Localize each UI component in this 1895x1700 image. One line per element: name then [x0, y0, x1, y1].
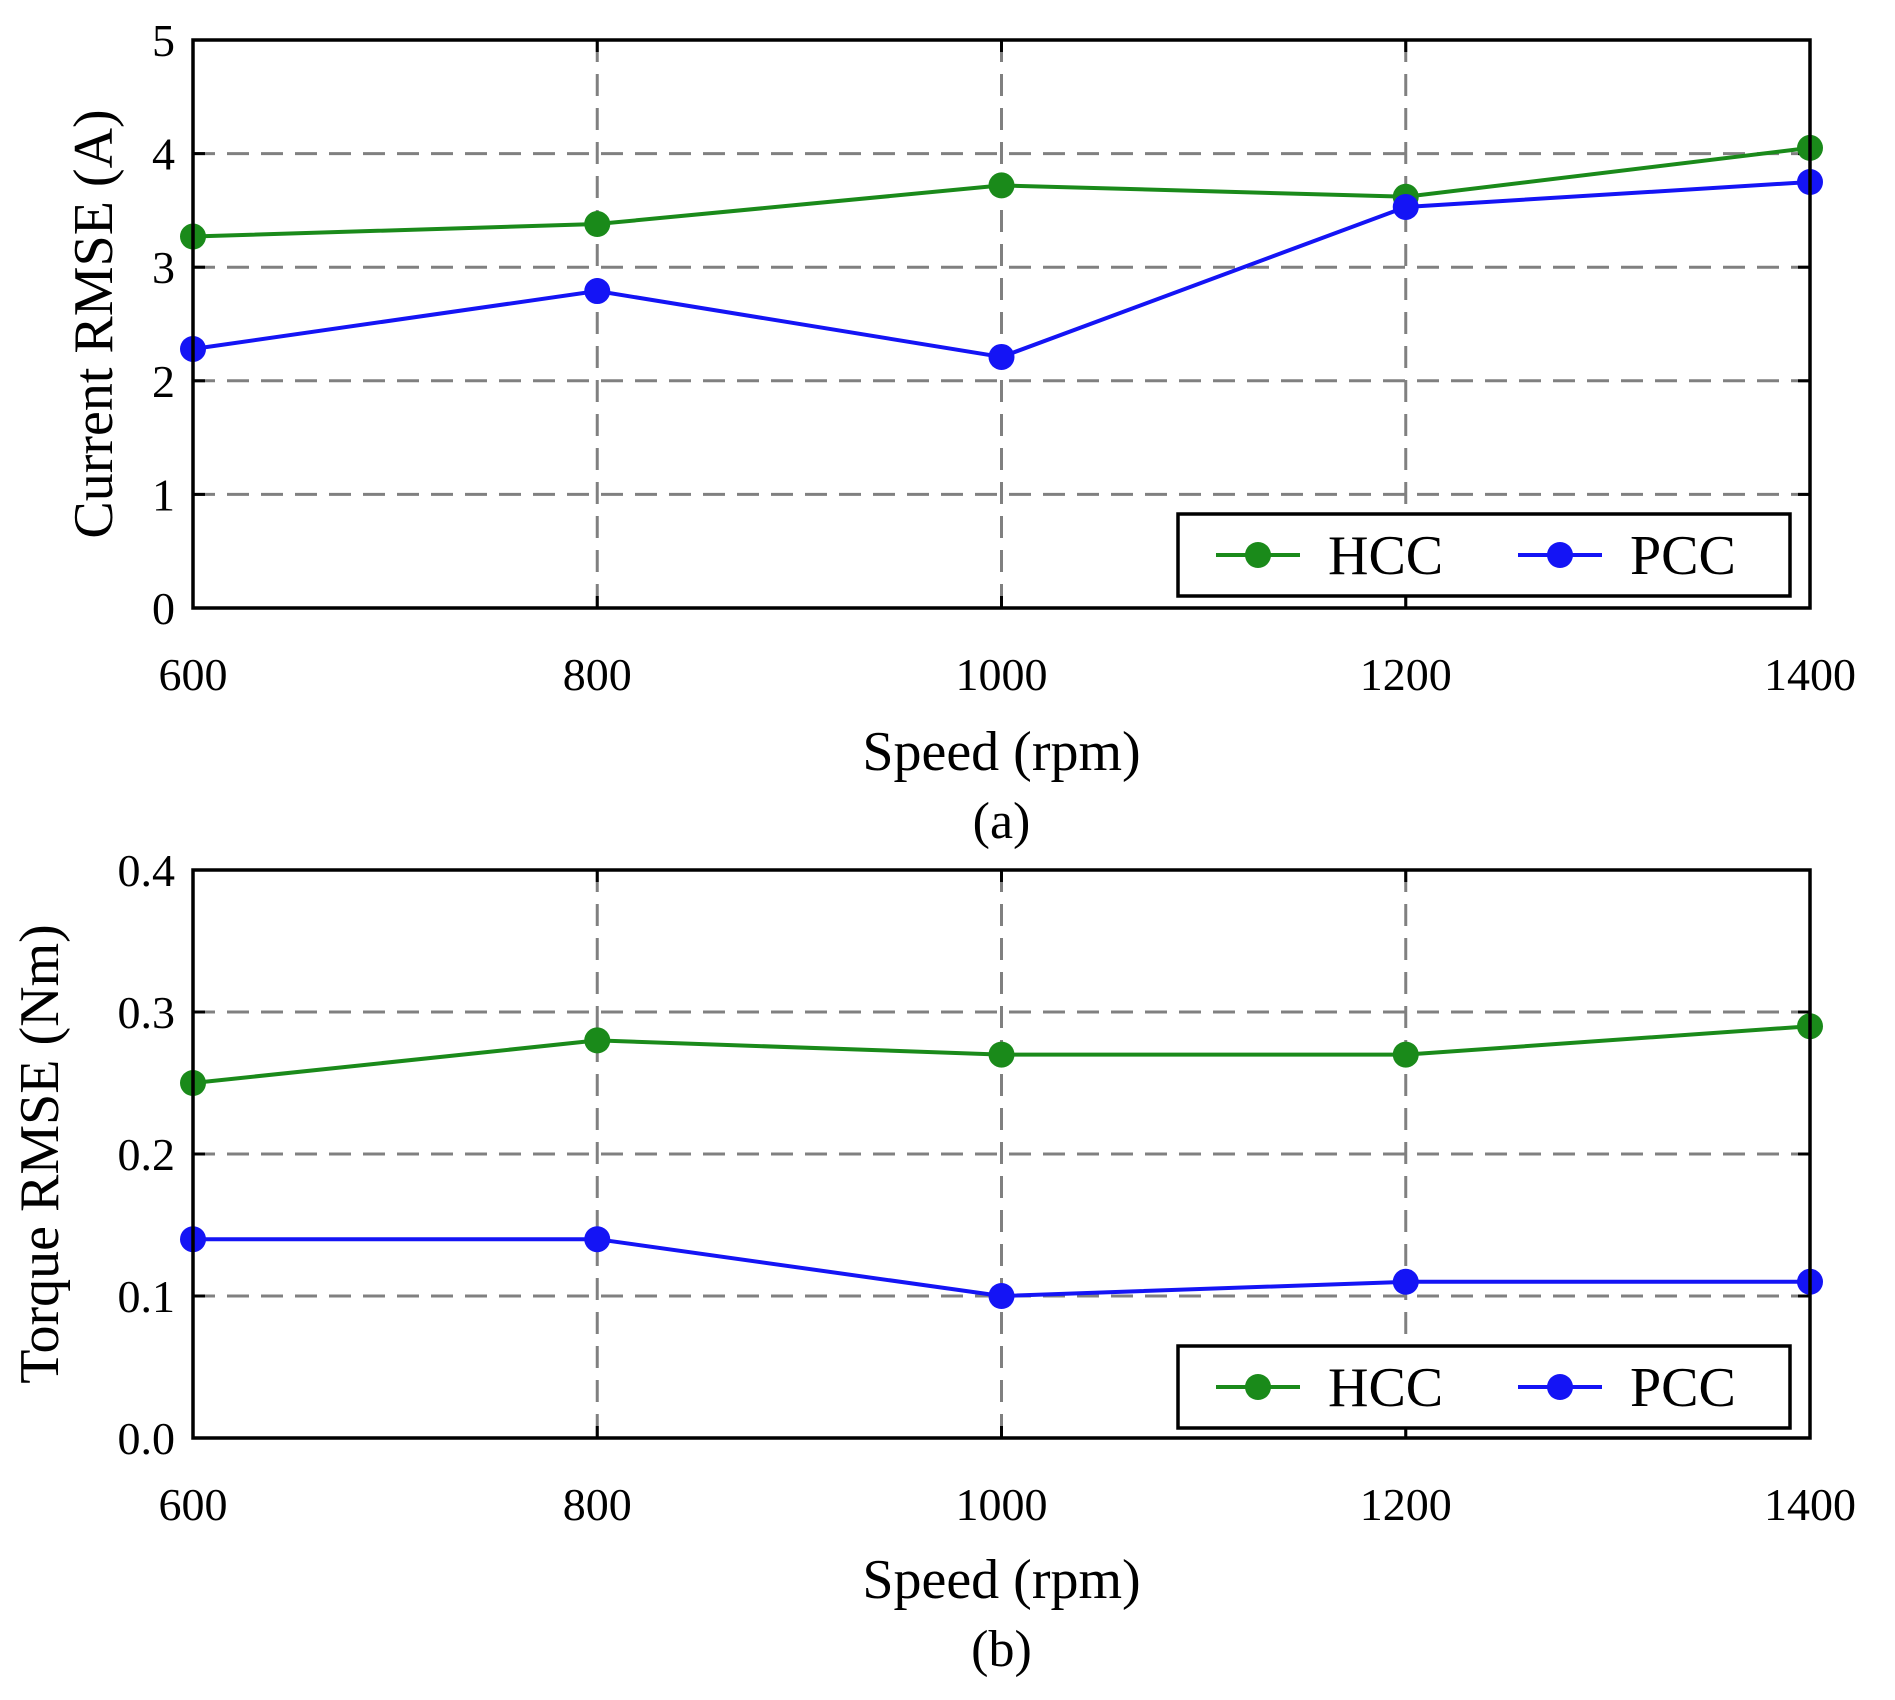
legend-label-hcc: HCC — [1328, 525, 1443, 587]
y-tick-label: 4 — [152, 129, 175, 180]
legend-swatch-marker-hcc — [1245, 542, 1271, 568]
y-tick-label: 0.2 — [118, 1129, 176, 1180]
x-tick-label: 800 — [563, 1479, 632, 1530]
panel-label: (a) — [973, 793, 1031, 850]
data-point-pcc — [1392, 193, 1419, 220]
x-tick-label: 1400 — [1764, 649, 1856, 700]
y-tick-label: 0.3 — [118, 987, 176, 1038]
x-tick-label: 600 — [159, 649, 228, 700]
chart-panel-b: 600 800 1000 1200 1400 0.0 0.1 0.2 0.3 0.4 Speed (… — [9, 845, 1856, 1678]
panel-label: (b) — [971, 1621, 1032, 1678]
y-tick-label: 2 — [152, 356, 175, 407]
data-point-pcc — [988, 343, 1015, 370]
plot-frame — [191, 868, 1812, 1440]
data-point-hcc — [988, 172, 1015, 199]
y-axis-label: Current RMSE (A) — [63, 109, 125, 538]
data-point-hcc — [584, 211, 611, 238]
y-tick-label: 0 — [152, 583, 175, 634]
data-point-hcc — [1392, 1041, 1419, 1068]
y-tick-label: 5 — [152, 15, 175, 66]
legend-swatch-marker-pcc — [1547, 1374, 1573, 1400]
data-point-hcc — [584, 1027, 611, 1054]
data-point-pcc — [988, 1283, 1015, 1309]
chart-panel-a: 600 800 1000 1200 1400 0 1 2 3 4 5 Speed (rpm) Curre… — [63, 15, 1856, 850]
x-tick-label: 1200 — [1360, 649, 1452, 700]
x-tick-label: 800 — [563, 649, 632, 700]
data-point-pcc — [584, 1226, 611, 1253]
data-point-hcc — [988, 1041, 1015, 1068]
x-tick-label: 1200 — [1360, 1479, 1452, 1530]
legend-label-pcc: PCC — [1630, 1357, 1736, 1419]
y-tick-label: 1 — [152, 469, 175, 520]
x-tick-label: 1000 — [956, 649, 1048, 700]
legend-swatch-marker-pcc — [1547, 542, 1573, 568]
x-axis-label: Speed (rpm) — [862, 721, 1140, 783]
y-tick-label: 3 — [152, 242, 175, 293]
x-tick-label: 1400 — [1764, 1479, 1856, 1530]
x-tick-label: 600 — [159, 1479, 228, 1530]
y-tick-label: 0.0 — [118, 1413, 176, 1464]
y-axis-label: Torque RMSE (Nm) — [9, 924, 71, 1384]
data-point-pcc — [1392, 1268, 1419, 1295]
legend-swatch-marker-hcc — [1245, 1374, 1271, 1400]
y-tick-label: 0.4 — [118, 845, 176, 896]
y-tick-label: 0.1 — [118, 1271, 176, 1322]
x-axis-label: Speed (rpm) — [862, 1549, 1140, 1611]
plot-frame — [191, 38, 1812, 610]
legend-label-hcc: HCC — [1328, 1357, 1443, 1419]
legend: HCC PCC — [1176, 512, 1792, 598]
legend: HCC PCC — [1176, 1344, 1792, 1430]
data-point-pcc — [584, 278, 611, 305]
legend-label-pcc: PCC — [1630, 525, 1736, 587]
x-tick-label: 1000 — [956, 1479, 1048, 1530]
